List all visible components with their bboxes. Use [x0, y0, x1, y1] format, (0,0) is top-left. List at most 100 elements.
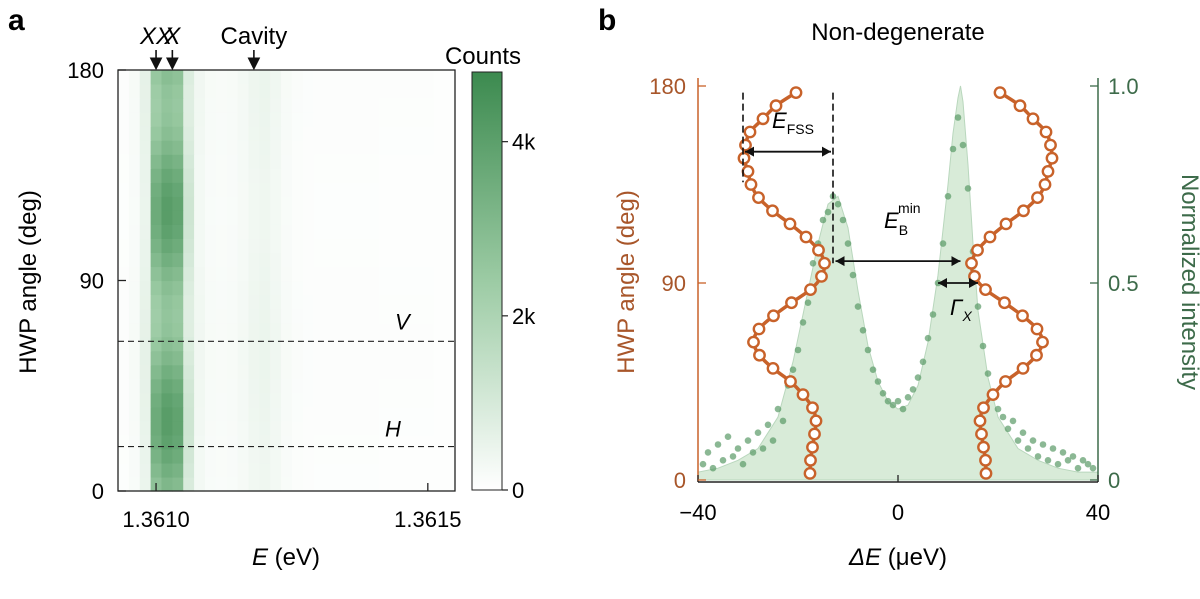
- heatmap-cell: [400, 364, 413, 380]
- heatmap-cell: [194, 364, 206, 380]
- heatmap-cell: [161, 476, 173, 492]
- colorbar-tick-label: 4k: [512, 130, 536, 155]
- colorbar-ticks: 0 2k 4k: [502, 130, 536, 503]
- heatmap-cell: [128, 392, 141, 408]
- intensity-point: [759, 445, 767, 452]
- heatmap-cell: [335, 462, 347, 478]
- heatmap-cell: [183, 140, 195, 155]
- heatmap-cell: [118, 140, 130, 155]
- heatmap-cell: [324, 182, 337, 197]
- heatmap-cell: [248, 210, 260, 225]
- heatmap-cell: [400, 182, 413, 197]
- heatmap-cell: [270, 336, 282, 352]
- heatmap-cell: [183, 154, 195, 169]
- heatmap-cell: [389, 98, 402, 113]
- intensity-point: [884, 397, 892, 405]
- heatmap-cell: [411, 364, 423, 380]
- heatmap-cell: [139, 294, 152, 310]
- heatmap-cell: [128, 168, 141, 183]
- heatmap-cell: [204, 336, 217, 352]
- heatmap-cell: [411, 266, 423, 282]
- heatmap-cell: [335, 378, 347, 394]
- heatmap-cell: [150, 280, 163, 296]
- heatmap-cell: [270, 476, 282, 492]
- gamma-annotation: ΓX: [950, 295, 973, 324]
- heatmap-cell: [226, 168, 239, 183]
- heatmap-cell: [270, 308, 282, 324]
- heatmap-cell: [204, 252, 217, 268]
- heatmap-cell: [444, 182, 456, 197]
- heatmap-cell: [400, 294, 413, 310]
- heatmap-cell: [400, 196, 413, 211]
- heatmap-cell: [302, 392, 315, 408]
- heatmap-cell: [237, 294, 250, 310]
- heatmap-cell: [215, 154, 228, 169]
- heatmap-cell: [444, 154, 456, 169]
- intensity-point: [754, 429, 762, 437]
- heatmap-cell: [324, 420, 337, 436]
- angle-point: [809, 414, 823, 428]
- heatmap-cell: [291, 280, 304, 296]
- heatmap-cell: [335, 168, 347, 183]
- heatmap-cell: [324, 126, 337, 141]
- heatmap-cell: [302, 406, 315, 422]
- heatmap-cell: [389, 266, 402, 282]
- heatmap-cell: [161, 448, 173, 464]
- heatmap-cell: [433, 392, 445, 408]
- heatmap-cell: [324, 98, 337, 113]
- heatmap-cell: [378, 168, 391, 183]
- heatmap-cell: [139, 350, 152, 366]
- heatmap-cell: [357, 252, 369, 268]
- heatmap-cell: [161, 322, 173, 338]
- heatmap-cell: [118, 70, 130, 85]
- heatmap-cell: [128, 224, 141, 239]
- heatmap-cell: [248, 294, 260, 310]
- heatmap-cell: [302, 476, 315, 492]
- intensity-point: [909, 386, 917, 393]
- intensity-point: [719, 457, 727, 464]
- gamma-sub: X: [962, 308, 973, 324]
- heatmap-cell: [400, 462, 413, 478]
- heatmap-cell: [346, 98, 358, 113]
- intensity-point: [1004, 425, 1012, 433]
- heatmap-cell: [172, 126, 184, 141]
- heatmap-cell: [226, 84, 239, 99]
- heatmap-cell: [161, 252, 173, 268]
- heatmap-cell: [128, 84, 141, 99]
- heatmap-cell: [226, 182, 239, 197]
- heatmap-cell: [444, 252, 456, 268]
- panel-b-right-tick-label: 0: [1108, 468, 1120, 493]
- heatmap-cell: [215, 350, 228, 366]
- heatmap-cell: [237, 98, 250, 113]
- heatmap-cell: [248, 280, 260, 296]
- eb-annotation: EBmin: [884, 200, 921, 238]
- heatmap-cell: [118, 224, 130, 239]
- heatmap-cell: [161, 294, 173, 310]
- heatmap-cell: [389, 238, 402, 254]
- heatmap-cell: [324, 364, 337, 380]
- heatmap-cell: [183, 280, 195, 296]
- heatmap-cell: [346, 308, 358, 324]
- heatmap-cell: [346, 70, 358, 85]
- heatmap-cell: [270, 98, 282, 113]
- heatmap-cell: [204, 266, 217, 282]
- heatmap-cell: [226, 336, 239, 352]
- heatmap-cell: [324, 308, 337, 324]
- angle-point: [1038, 178, 1052, 191]
- heatmap-cell: [281, 308, 293, 324]
- heatmap-cell: [204, 112, 217, 127]
- heatmap-cell: [281, 364, 293, 380]
- heatmap-cell: [400, 70, 413, 85]
- heatmap-cell: [194, 238, 206, 254]
- heatmap-cell: [444, 476, 456, 492]
- heatmap-cell: [444, 364, 456, 380]
- heatmap-cell: [215, 238, 228, 254]
- angle-point: [1039, 125, 1053, 139]
- heatmap-cell: [248, 448, 260, 464]
- heatmap-cell: [281, 280, 293, 296]
- heatmap-cell: [183, 448, 195, 464]
- heatmap-cell: [150, 70, 163, 85]
- heatmap-cell: [357, 294, 369, 310]
- heatmap-cell: [324, 196, 337, 211]
- panel-b-left-tick-label: 180: [649, 74, 686, 99]
